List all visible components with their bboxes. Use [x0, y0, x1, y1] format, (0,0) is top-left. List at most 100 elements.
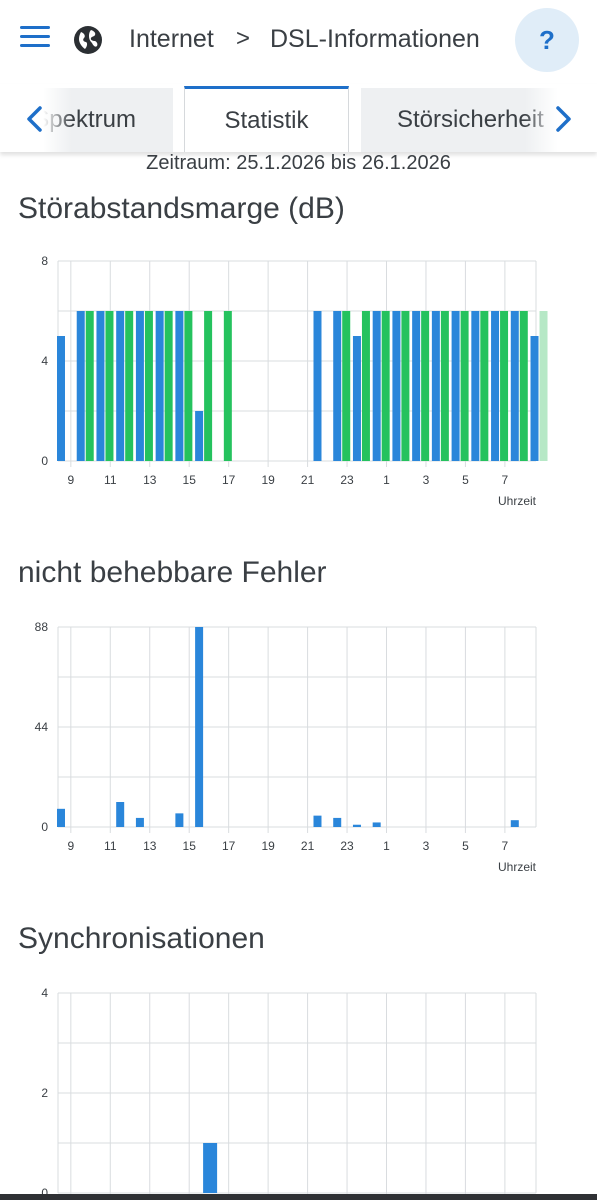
snr-bar-blue [471, 311, 480, 461]
error-bar [135, 817, 144, 827]
y-tick-label: 8 [41, 254, 48, 268]
x-tick-label: 17 [222, 839, 236, 853]
x-tick-label: 15 [183, 473, 197, 487]
x-tick-label: 23 [340, 473, 354, 487]
snr-chart-title: Störabstandsmarge (dB) [18, 192, 345, 225]
snr-bar-green [105, 311, 114, 461]
y-tick-label: 0 [41, 454, 48, 468]
sync-chart-title: Synchronisationen [18, 922, 265, 955]
system-nav-bar [0, 1194, 597, 1200]
snr-chart: 8 4 0 9 11 13 15 17 19 21 23 1 3 5 7 Uhrzeit [0, 250, 597, 510]
x-axis-label: Uhrzeit [498, 860, 537, 874]
snr-bar-green [342, 311, 351, 461]
y-tick-label: 0 [41, 1186, 48, 1200]
snr-bar-green [144, 311, 153, 461]
snr-bar-green [223, 311, 232, 461]
x-tick-label: 9 [67, 839, 74, 853]
x-tick-label: 7 [502, 839, 509, 853]
error-bar [57, 808, 65, 827]
snr-bar-blue [135, 311, 144, 461]
snr-bar-green [480, 311, 489, 461]
x-tick-label: 15 [183, 839, 197, 853]
snr-bar-green [440, 311, 449, 461]
snr-bar-blue [57, 336, 65, 461]
tab-statistik[interactable]: Statistik [184, 86, 349, 152]
snr-bar-green [204, 311, 213, 461]
error-bar [372, 822, 381, 827]
error-bar [195, 627, 204, 827]
snr-bar-blue [530, 336, 539, 461]
x-axis-label: Uhrzeit [498, 494, 537, 508]
x-tick-label: 7 [502, 473, 509, 487]
error-bar [333, 817, 342, 827]
snr-bar-blue [372, 311, 381, 461]
snr-bar-blue [155, 311, 164, 461]
x-tick-label: 1 [383, 839, 390, 853]
globe-icon [74, 26, 102, 54]
tab-stoersicherheit-label: Störsicherheit [397, 106, 544, 133]
x-tick-label: 5 [462, 473, 469, 487]
snr-bar-blue [510, 311, 519, 461]
snr-bar-blue [333, 311, 342, 461]
error-bar [510, 820, 519, 827]
breadcrumb-internet[interactable]: Internet [129, 25, 214, 53]
snr-bar-blue [76, 311, 85, 461]
period-text: Zeitraum: 25.1.2026 bis 26.1.2026 [146, 152, 451, 174]
snr-bar-green [460, 311, 469, 461]
error-bar [116, 802, 125, 827]
snr-bar-blue [392, 311, 401, 461]
snr-bar-green [125, 311, 134, 461]
snr-bar-green [421, 311, 430, 461]
x-tick-label: 11 [104, 839, 117, 853]
top-bar: Internet > DSL-Informationen ? [0, 0, 597, 80]
snr-bar-green [164, 311, 173, 461]
errors-chart: 88 44 0 9 11 13 15 17 19 21 23 1 3 5 7 Uhrzeit [0, 616, 597, 876]
snr-bar-green [519, 311, 528, 461]
y-tick-label: 88 [35, 620, 49, 634]
chevron-right-icon[interactable] [548, 104, 578, 134]
x-tick-label: 3 [423, 839, 430, 853]
x-tick-label: 19 [261, 839, 275, 853]
error-bar [352, 824, 361, 827]
snr-bar-green [401, 311, 410, 461]
breadcrumb-separator: > [236, 25, 251, 52]
hamburger-menu-icon[interactable] [20, 26, 50, 50]
snr-bar-blue [412, 311, 421, 461]
snr-bar-blue [491, 311, 500, 461]
snr-bar-green [85, 311, 94, 461]
x-tick-label: 13 [143, 839, 157, 853]
x-tick-label: 5 [462, 839, 469, 853]
sync-chart-svg: 4 2 0 [41, 986, 537, 1200]
snr-bar-blue [116, 311, 125, 461]
x-tick-label: 11 [104, 473, 117, 487]
tab-fade-right [525, 84, 597, 152]
snr-bar-green [381, 311, 390, 461]
x-tick-label: 23 [340, 839, 354, 853]
errors-chart-title: nicht behebbare Fehler [18, 556, 327, 589]
snr-bar-blue [195, 411, 204, 461]
snr-bar-green [539, 311, 548, 461]
y-tick-label: 44 [35, 720, 49, 734]
y-tick-label: 4 [41, 986, 48, 1000]
x-tick-label: 21 [301, 839, 315, 853]
sync-chart: 4 2 0 [0, 982, 597, 1200]
y-tick-label: 0 [41, 820, 48, 834]
snr-bar-blue [313, 311, 322, 461]
snr-bar-blue [175, 311, 184, 461]
tab-bar: Spektrum Statistik Störsicherheit [0, 84, 597, 152]
breadcrumb-current-page: DSL-Informationen [270, 25, 480, 53]
chevron-left-icon[interactable] [20, 104, 50, 134]
x-tick-label: 1 [383, 473, 390, 487]
x-tick-label: 13 [143, 473, 157, 487]
x-tick-label: 3 [423, 473, 430, 487]
error-bar [313, 815, 322, 827]
snr-bar-green [361, 311, 370, 461]
tab-fade-left [0, 84, 72, 152]
x-tick-label: 21 [301, 473, 315, 487]
snr-bar-blue [96, 311, 105, 461]
sync-bar [203, 1143, 218, 1193]
y-tick-label: 2 [41, 1086, 48, 1100]
help-button[interactable]: ? [515, 8, 579, 72]
